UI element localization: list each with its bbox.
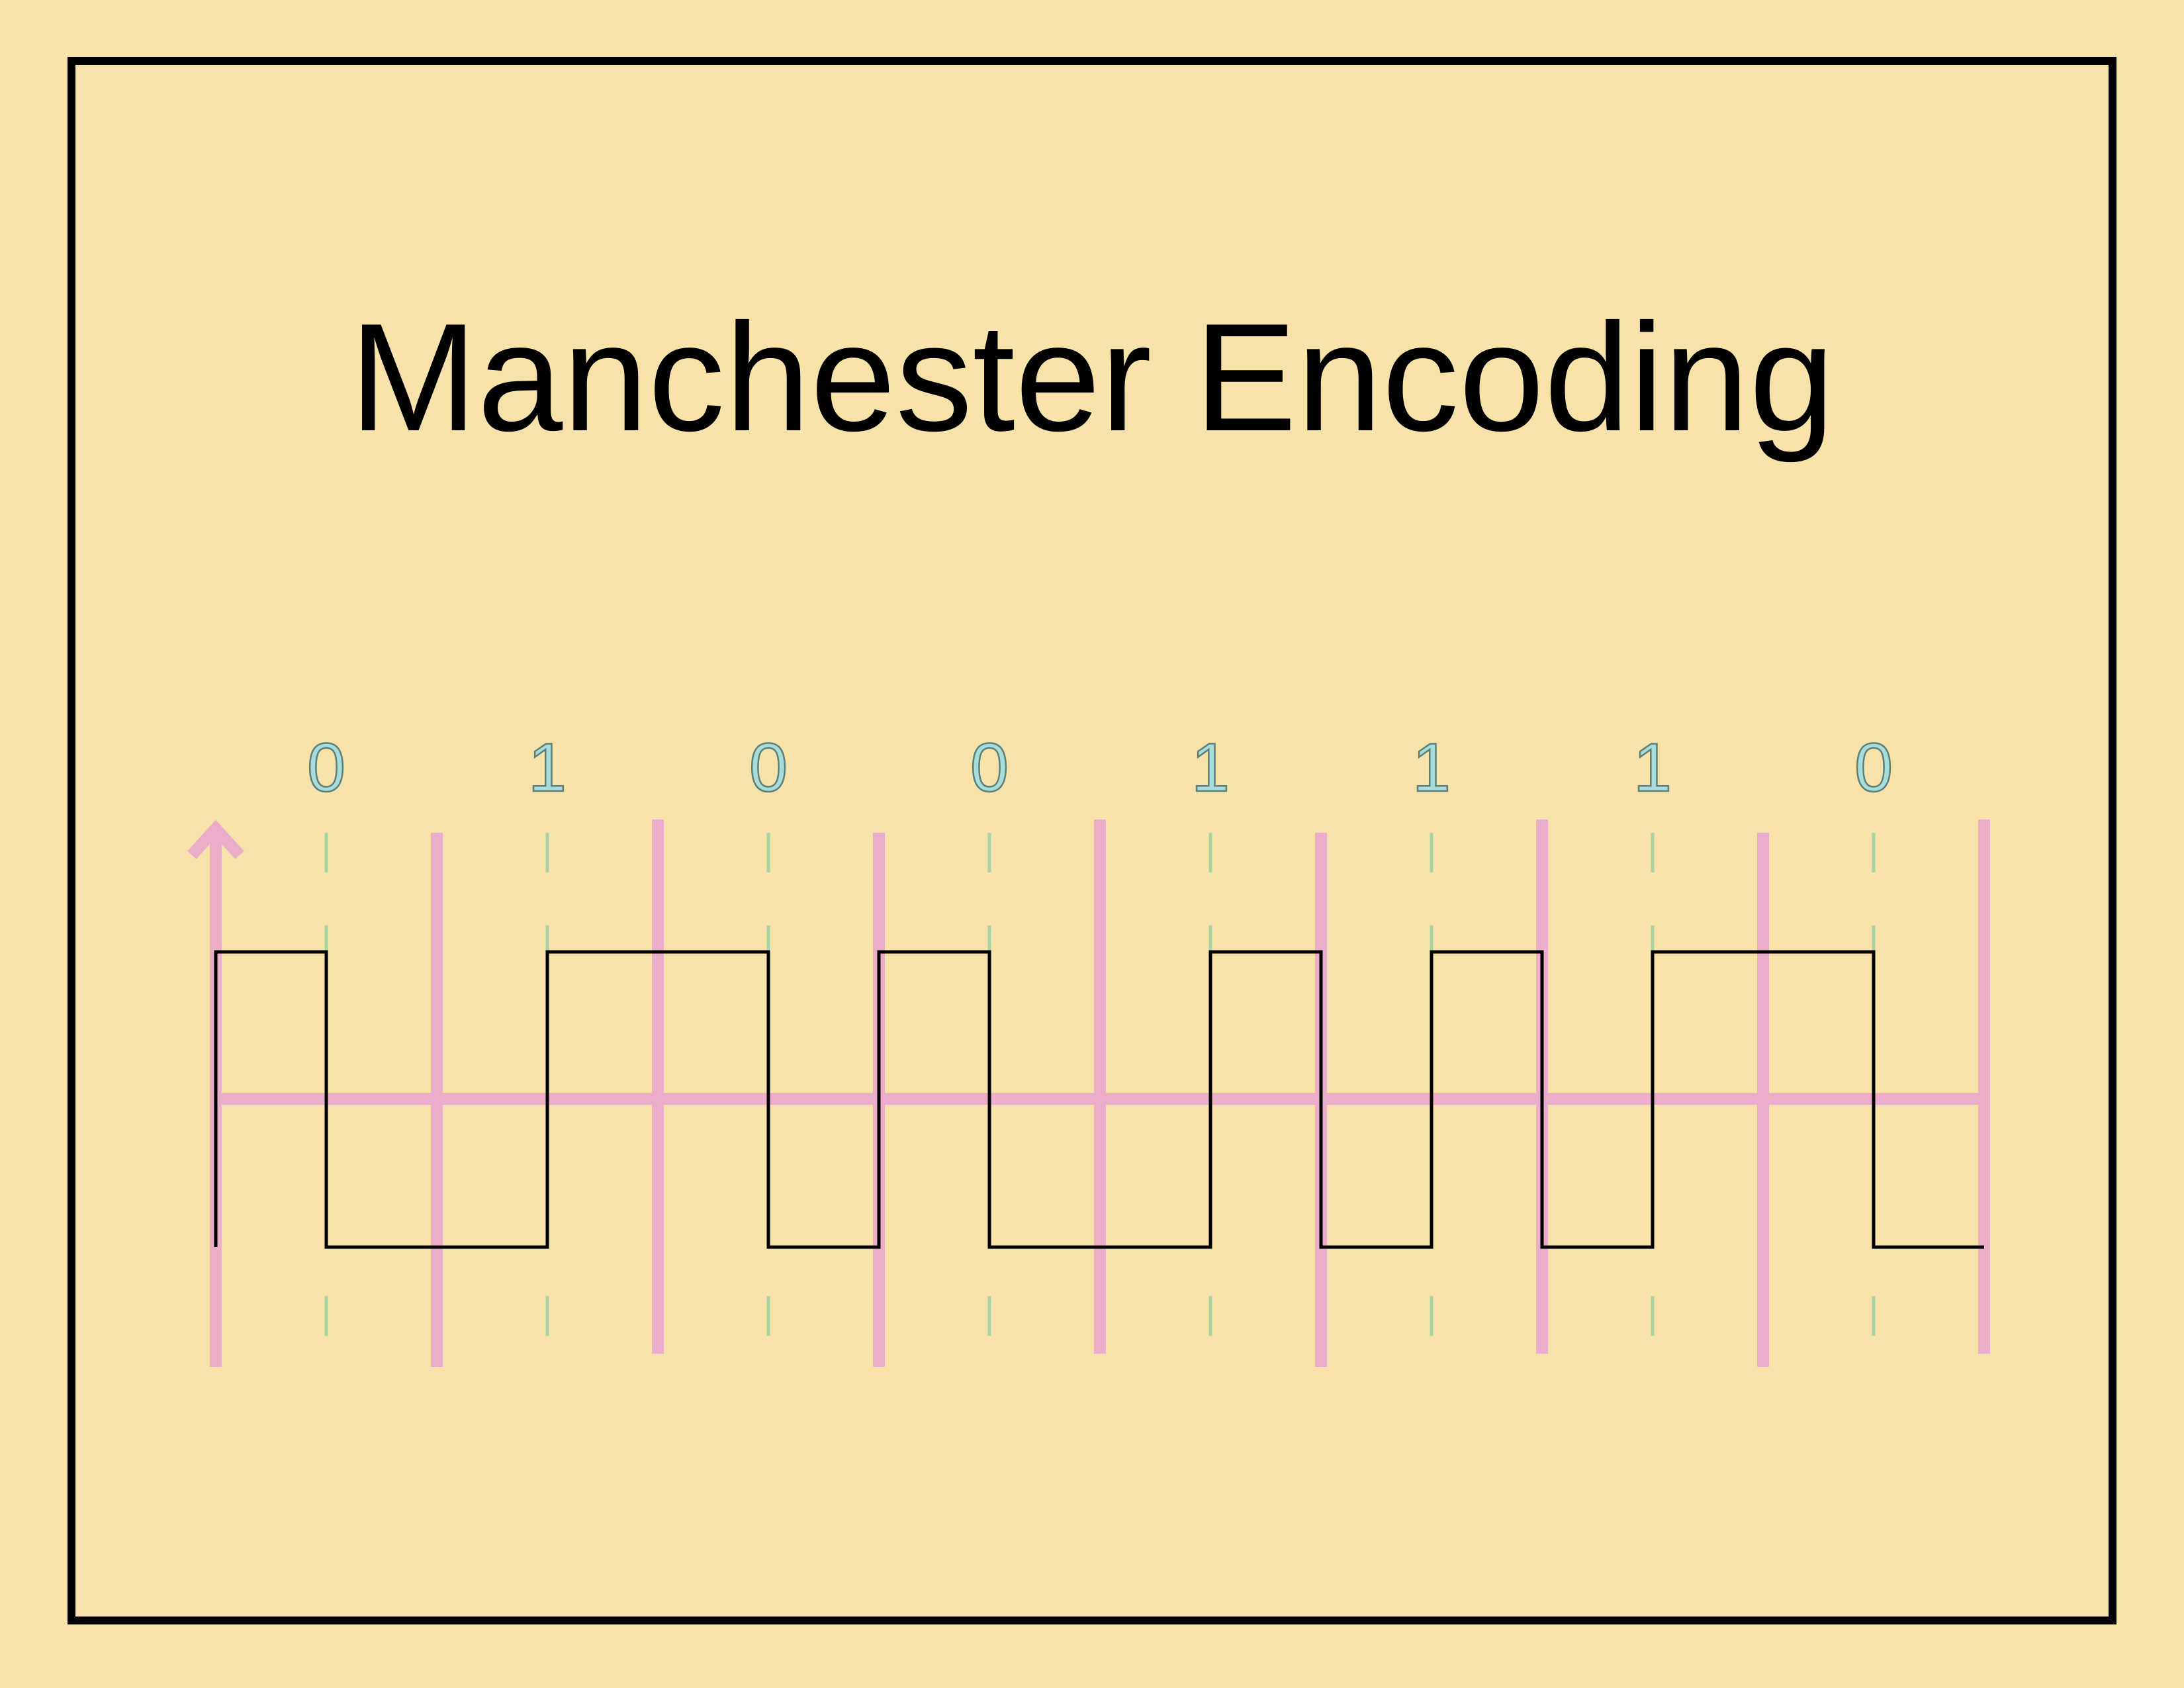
bit-label: 0	[307, 729, 345, 806]
signal-axis-arrowhead-icon	[187, 820, 244, 859]
bit-label: 1	[1412, 729, 1451, 806]
diagram-title: Manchester Encoding	[349, 292, 1835, 463]
bit-label: 0	[970, 729, 1009, 806]
bit-labels: 0 1 0 0 1 1 1 0	[306, 729, 1893, 808]
bit-label: 0	[749, 729, 788, 806]
bit-label: 1	[1633, 729, 1672, 806]
bit-boundary-lines	[431, 820, 1990, 1367]
page-frame	[68, 57, 2116, 1624]
manchester-signal-waveform	[214, 950, 1984, 1249]
bit-label: 0	[1854, 729, 1893, 806]
bit-label: 1	[528, 729, 567, 806]
bit-label: 1	[1191, 729, 1230, 806]
